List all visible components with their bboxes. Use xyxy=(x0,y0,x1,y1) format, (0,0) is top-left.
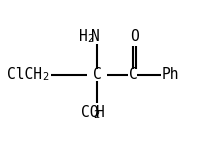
Text: 2: 2 xyxy=(93,110,99,120)
Text: H: H xyxy=(96,105,105,120)
Text: ClCH: ClCH xyxy=(7,67,42,82)
Text: CO: CO xyxy=(81,105,98,120)
Text: Ph: Ph xyxy=(162,67,179,82)
Text: O: O xyxy=(130,29,139,44)
Text: H: H xyxy=(79,29,88,44)
Text: C: C xyxy=(92,67,101,82)
Text: 2: 2 xyxy=(87,34,93,44)
Text: 2: 2 xyxy=(42,72,48,82)
Text: N: N xyxy=(91,29,99,44)
Text: C: C xyxy=(129,67,138,82)
